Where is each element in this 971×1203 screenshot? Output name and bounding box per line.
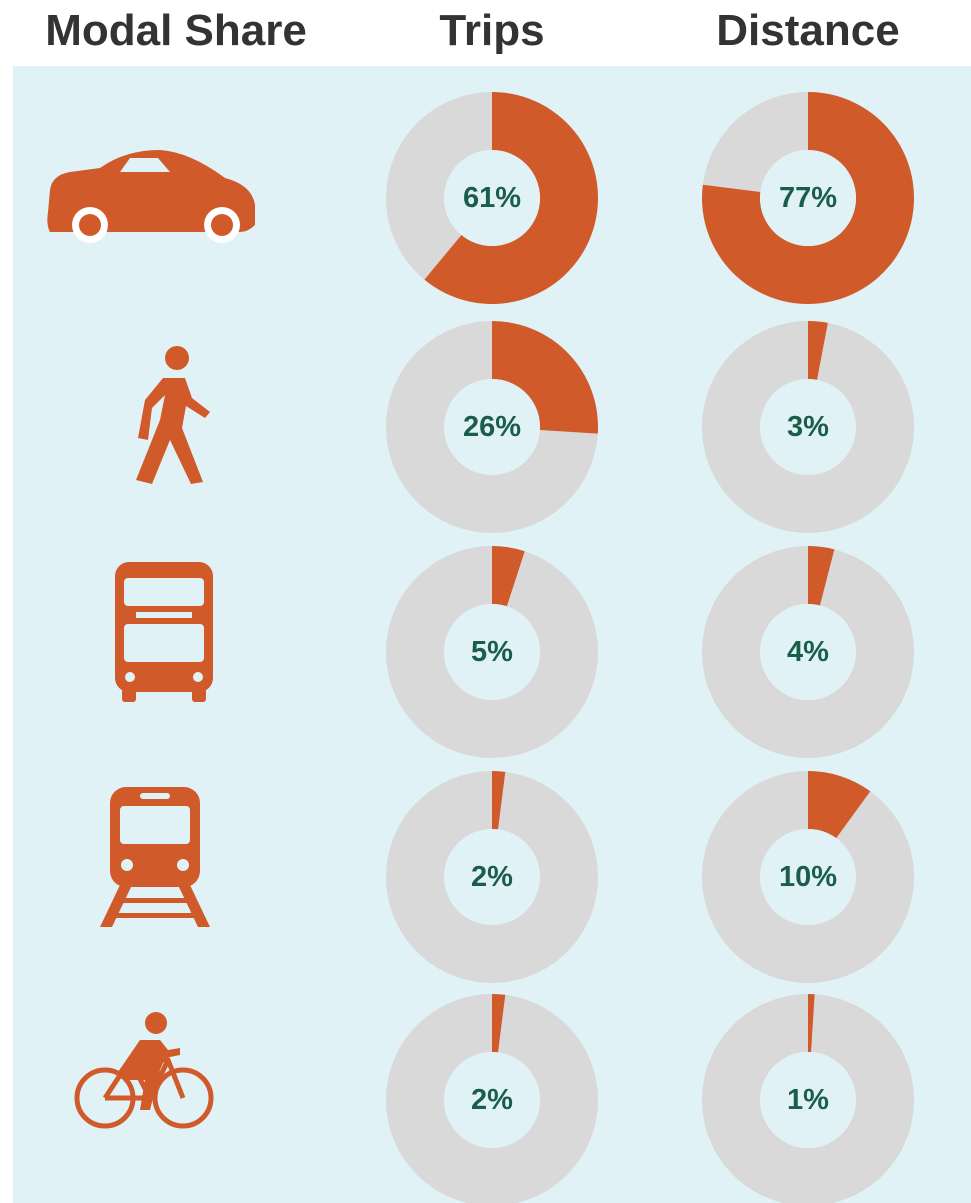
car-icon bbox=[47, 150, 256, 243]
value-label: 1% bbox=[787, 1084, 829, 1116]
column-title: Distance bbox=[716, 6, 899, 55]
icons bbox=[47, 150, 256, 1129]
bike-icon bbox=[74, 1012, 214, 1129]
donut-hole bbox=[760, 379, 856, 475]
donut-hole bbox=[760, 1052, 856, 1148]
value-label: 61% bbox=[463, 182, 521, 214]
donut-hole bbox=[444, 150, 540, 246]
donut-segment bbox=[701, 92, 914, 304]
donut-segment bbox=[808, 771, 871, 839]
donut-hole bbox=[444, 829, 540, 925]
donut-segment bbox=[808, 321, 828, 380]
value-label: 26% bbox=[463, 411, 521, 443]
donut-segment bbox=[492, 994, 506, 1053]
donut-hole bbox=[444, 379, 540, 475]
value-label: 2% bbox=[471, 1084, 513, 1116]
train-icon bbox=[100, 787, 210, 927]
value-label: 2% bbox=[471, 861, 513, 893]
donut-segment bbox=[808, 546, 835, 606]
donut-segment bbox=[808, 994, 815, 1053]
donut-segment bbox=[492, 321, 598, 434]
bus-icon bbox=[115, 562, 213, 702]
donut-hole bbox=[760, 150, 856, 246]
donut-hole bbox=[760, 829, 856, 925]
donut-segment bbox=[492, 546, 525, 607]
column-title: Trips bbox=[439, 6, 544, 55]
donut-hole bbox=[444, 1052, 540, 1148]
value-label: 10% bbox=[779, 861, 837, 893]
value-label: 4% bbox=[787, 636, 829, 668]
title: Modal Share bbox=[45, 6, 307, 55]
value-label: 5% bbox=[471, 636, 513, 668]
donut-segment bbox=[424, 92, 599, 305]
donut-segment bbox=[492, 771, 506, 830]
value-label: 3% bbox=[787, 411, 829, 443]
walker-icon bbox=[136, 346, 210, 484]
value-label: 77% bbox=[779, 182, 837, 214]
donut-hole bbox=[760, 604, 856, 700]
donut-hole bbox=[444, 604, 540, 700]
